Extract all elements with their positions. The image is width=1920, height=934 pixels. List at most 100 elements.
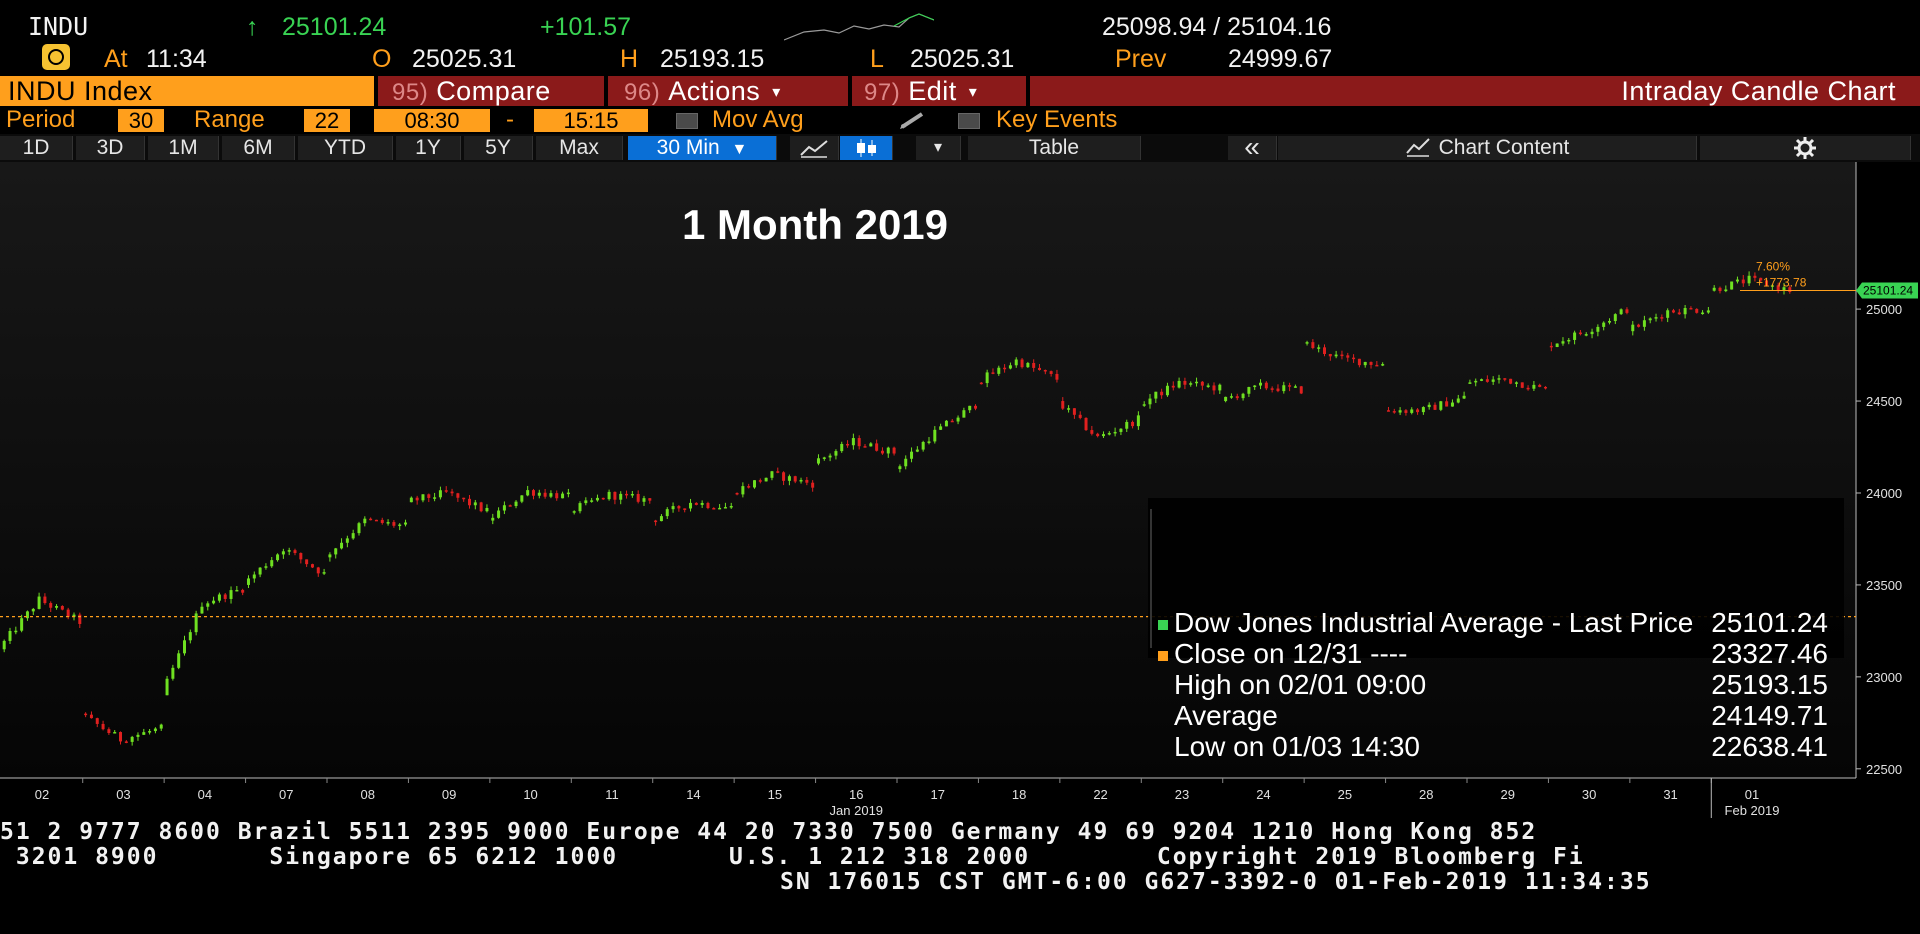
range-input[interactable]: 22 [304, 109, 350, 132]
candle-body [811, 482, 815, 488]
candle-body [1084, 417, 1088, 431]
edit-num: 97) [864, 79, 901, 106]
table-button[interactable]: Table [968, 136, 1141, 160]
candle-body [1212, 385, 1216, 391]
candle-body [910, 451, 914, 459]
candle-body [1328, 354, 1332, 357]
candle-body [1456, 398, 1460, 403]
candle-body [944, 420, 948, 427]
candle-body [1561, 341, 1565, 344]
key-events-checkbox[interactable] [958, 113, 980, 129]
candle-body [578, 503, 582, 512]
open-value: 25025.31 [412, 45, 517, 73]
candle-body [1520, 382, 1524, 388]
candle-body [502, 505, 506, 511]
alert-bell-icon[interactable] [42, 44, 70, 70]
candle-body [1090, 430, 1094, 434]
range-button-6m[interactable]: 6M [222, 136, 295, 160]
candle-body [322, 572, 326, 574]
legend-row-close: Close on 12/31 ---- [1158, 639, 1407, 669]
candle-body [1049, 371, 1053, 374]
candle-body [1712, 287, 1716, 291]
range-button-5y[interactable]: 5Y [464, 136, 533, 160]
x-tick-label: 01 [1745, 787, 1759, 802]
candle-body [1323, 347, 1326, 355]
settings-button[interactable] [1700, 136, 1911, 160]
candle-body [1567, 339, 1571, 342]
candle-body [334, 548, 338, 555]
candle-body [299, 553, 303, 560]
candle-body [1584, 334, 1588, 336]
candle-body [473, 502, 477, 506]
candle-body [1183, 380, 1187, 385]
candle-body [921, 441, 925, 450]
candle-body [561, 493, 565, 499]
candle-body [904, 458, 908, 467]
range-button-1m[interactable]: 1M [148, 136, 219, 160]
candle-body [665, 509, 669, 517]
candle-body [828, 455, 832, 458]
candle-body [113, 732, 117, 734]
legend-value: 23327.46 [1711, 638, 1828, 669]
candle-body [834, 451, 838, 456]
y-tick-label: 23500 [1866, 578, 1902, 593]
chart-content-button[interactable]: Chart Content [1278, 136, 1697, 160]
candle-body [1462, 395, 1466, 399]
quote-time: 11:34 [146, 45, 207, 73]
candle-body [869, 443, 873, 447]
candle-body [1718, 287, 1722, 292]
candle-body [252, 574, 256, 579]
candle-body [316, 567, 320, 574]
net-change: +101.57 [540, 13, 632, 41]
up-arrow-icon: ↑ [246, 13, 259, 41]
compare-label: Compare [436, 76, 551, 106]
candle-body [200, 606, 204, 614]
candle-body [1468, 382, 1472, 384]
candle-body [764, 477, 768, 482]
range-button-ytd[interactable]: YTD [298, 136, 393, 160]
candle-body [962, 410, 966, 418]
candle-body [235, 589, 239, 592]
chart-options-dropdown[interactable]: ▾ [916, 136, 961, 160]
compare-button[interactable]: 95) Compare [378, 76, 604, 106]
line-chart-button[interactable] [790, 136, 839, 160]
open-label: O [372, 45, 392, 73]
security-field[interactable]: INDU Index [0, 76, 374, 106]
candle-body [1578, 332, 1582, 335]
pencil-icon[interactable] [898, 110, 928, 130]
legend-row-high: High on 02/01 09:00 [1174, 669, 1427, 700]
end-time-input[interactable]: 15:15 [534, 109, 648, 132]
range-button-3d[interactable]: 3D [76, 136, 145, 160]
actions-button[interactable]: 96) Actions ▾ [608, 76, 848, 106]
candle-body [101, 723, 105, 730]
candle-body [851, 438, 855, 446]
edit-button[interactable]: 97) Edit ▾ [852, 76, 1026, 106]
start-time-input[interactable]: 08:30 [374, 109, 490, 132]
last-price: 25101.24 [282, 13, 387, 41]
candle-body [1410, 409, 1414, 413]
candle-body [37, 596, 41, 609]
candle-body [1334, 354, 1338, 357]
mov-avg-checkbox[interactable] [676, 113, 698, 129]
x-tick-label: 09 [442, 787, 456, 802]
bid-ask: 25098.94 / 25104.16 [1102, 13, 1332, 41]
candle-chart-button[interactable] [840, 136, 893, 160]
candle-body [1096, 433, 1100, 437]
range-button-1y[interactable]: 1Y [396, 136, 461, 160]
range-button-max[interactable]: Max [536, 136, 623, 160]
candle-body [880, 450, 884, 454]
interval-dropdown[interactable]: 30 Min ▼ [628, 136, 777, 160]
candle-body [392, 522, 396, 526]
candle-body [1032, 362, 1036, 368]
collapse-panel-button[interactable]: « [1228, 133, 1277, 161]
candle-body [223, 594, 227, 599]
candle-body [706, 503, 710, 509]
candle-body [305, 559, 309, 565]
candle-body [241, 589, 245, 593]
range-button-1d[interactable]: 1D [0, 136, 73, 160]
candle-body [142, 732, 146, 735]
period-input[interactable]: 30 [118, 109, 164, 132]
candle-body [1532, 384, 1536, 389]
candle-body [799, 479, 803, 482]
